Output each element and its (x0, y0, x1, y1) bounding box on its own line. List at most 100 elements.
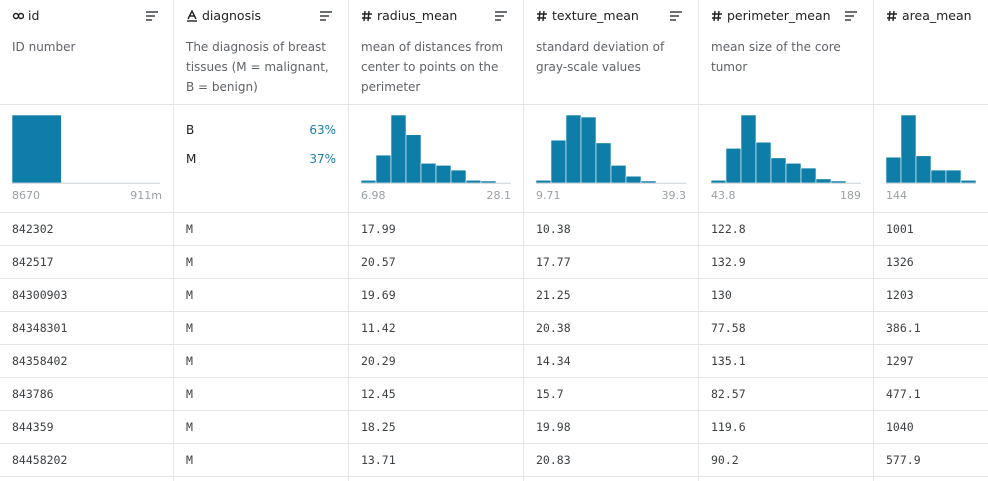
column-separator (873, 0, 874, 481)
type-icon (187, 10, 197, 22)
table-cell: 1326 (886, 255, 914, 269)
type-icon (712, 10, 722, 22)
histogram-bar (830, 180, 847, 184)
table-cell: M (186, 288, 193, 302)
table-cell: M (186, 387, 193, 401)
row-separator (0, 344, 988, 345)
table-cell: 12.45 (361, 387, 396, 401)
row-separator (0, 476, 988, 477)
histogram-bar (640, 180, 657, 184)
histogram-bar (435, 165, 452, 184)
column-menu[interactable] (145, 10, 159, 22)
column-name: perimeter_mean (727, 8, 831, 23)
column-description: mean of distances from center to points … (361, 40, 504, 94)
table-cell: 17.77 (536, 255, 571, 269)
histogram-max: 911m (130, 189, 162, 202)
histogram-bar (390, 114, 407, 184)
histogram-bar (625, 175, 642, 184)
table-cell: 84300903 (12, 288, 68, 302)
table-cell: 122.8 (711, 222, 746, 236)
table-cell: 11.42 (361, 321, 396, 335)
table-cell: 13.71 (361, 453, 396, 467)
table-cell: 19.98 (536, 420, 571, 434)
table-cell: 77.58 (711, 321, 746, 335)
histogram-min: 144 (886, 189, 907, 202)
table-cell: 130 (711, 288, 732, 302)
histogram (886, 114, 977, 184)
table-cell: 90.2 (711, 453, 739, 467)
type-icon (887, 10, 897, 22)
table-cell: 21.25 (536, 288, 571, 302)
histogram-bar (60, 182, 111, 184)
table-cell: 1040 (886, 420, 914, 434)
column-description: The diagnosis of breast tissues (M = mal… (186, 40, 329, 94)
row-separator (0, 278, 988, 279)
histogram-bar (945, 169, 962, 184)
histogram (12, 114, 161, 184)
histogram-max: 189 (840, 189, 861, 202)
histogram-bar (465, 179, 482, 184)
column-menu[interactable] (494, 10, 508, 22)
histogram-bar (670, 182, 687, 184)
column-name: area_mean (902, 8, 972, 23)
table-cell: 14.34 (536, 354, 571, 368)
table-cell: M (186, 420, 193, 434)
column-name: diagnosis (202, 8, 262, 23)
table-cell: 10.38 (536, 222, 571, 236)
histogram-min: 43.8 (711, 189, 736, 202)
histogram-bar (845, 182, 862, 184)
table-cell: 18.25 (361, 420, 396, 434)
column-menu[interactable] (844, 10, 858, 22)
histogram-bar (740, 114, 757, 184)
row-separator (0, 212, 988, 213)
column-separator (173, 0, 174, 481)
table-cell: 477.1 (886, 387, 921, 401)
table-cell: 82.57 (711, 387, 746, 401)
histogram-bar (770, 157, 787, 184)
table-cell: M (186, 453, 193, 467)
histogram-bar (450, 169, 467, 184)
histogram-bar (800, 167, 817, 184)
type-icon (537, 10, 547, 22)
histogram-bar (725, 148, 742, 184)
table-cell: 1001 (886, 222, 914, 236)
histogram-bar (930, 169, 947, 184)
histogram-max: 39.3 (661, 189, 687, 202)
table-cell: 577.9 (886, 453, 921, 467)
table-cell: M (186, 255, 193, 269)
table-cell: M (186, 354, 193, 368)
column-menu[interactable] (319, 10, 333, 22)
histogram-bar (815, 178, 832, 184)
table-cell: 386.1 (886, 321, 921, 335)
column-menu[interactable] (669, 10, 683, 22)
table-cell: 132.9 (711, 255, 746, 269)
row-separator (0, 443, 988, 444)
histogram-bar (655, 182, 672, 184)
table-cell: 20.29 (361, 354, 396, 368)
histogram-bar (405, 134, 422, 184)
table-cell: 19.69 (361, 288, 396, 302)
histogram (361, 114, 512, 184)
histogram-min: 9.71 (536, 189, 561, 202)
column-description: mean size of the core tumor (711, 40, 841, 74)
table-cell: 20.57 (361, 255, 396, 269)
histogram-bar (12, 114, 62, 184)
table-cell: 842517 (12, 255, 54, 269)
column-separator (698, 0, 699, 481)
table-cell: M (186, 222, 193, 236)
column-name: id (28, 8, 40, 23)
category-share: 37% (309, 152, 336, 166)
histogram-bar (610, 165, 627, 184)
histogram-min: 6.98 (361, 189, 386, 202)
table-cell: 1203 (886, 288, 914, 302)
table-cell: 15.7 (536, 387, 564, 401)
header-separator (0, 104, 988, 105)
histogram-bar (711, 179, 727, 184)
column-separator (348, 0, 349, 481)
table-cell: 84348301 (12, 321, 68, 335)
table-cell: 842302 (12, 222, 54, 236)
histogram-bar (580, 116, 597, 184)
category-share: 63% (309, 123, 336, 137)
histogram-bar (110, 182, 161, 184)
histogram-bar (495, 182, 512, 184)
